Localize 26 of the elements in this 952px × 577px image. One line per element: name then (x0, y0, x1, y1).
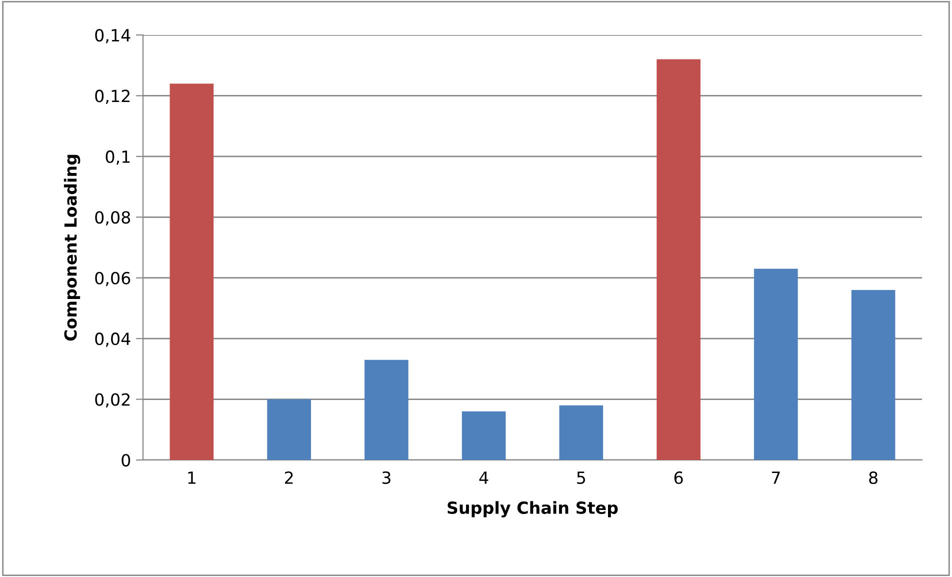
y-tick-label: 0,02 (95, 393, 130, 408)
x-tick-label: 1 (188, 472, 196, 484)
bar (754, 268, 798, 460)
y-tick-label: 0,12 (95, 90, 130, 104)
y-tick-label: 0,08 (95, 211, 130, 226)
bar (462, 411, 506, 460)
x-tick-label: 4 (479, 472, 488, 484)
bar (851, 290, 896, 460)
bar (559, 405, 604, 460)
x-tick-label: 5 (577, 472, 586, 484)
y-tick-label: 0,06 (95, 272, 130, 286)
bar (267, 399, 311, 460)
x-tick-label: 7 (772, 472, 780, 484)
y-tick-label: 0,1 (106, 150, 130, 165)
y-tick-label: 0,04 (95, 332, 130, 347)
x-tick-label: 6 (674, 471, 683, 484)
bar (170, 84, 214, 460)
y-tick-label: 0 (122, 454, 130, 467)
x-tick-label: 2 (284, 471, 293, 484)
y-axis-title: Component Loading (64, 154, 80, 341)
x-axis-title: Supply Chain Step (448, 501, 618, 518)
bar (364, 360, 408, 460)
x-tick-label: 3 (382, 471, 390, 484)
bar (656, 59, 700, 460)
y-tick-label: 0,14 (95, 28, 130, 44)
x-tick-label: 8 (869, 471, 878, 484)
